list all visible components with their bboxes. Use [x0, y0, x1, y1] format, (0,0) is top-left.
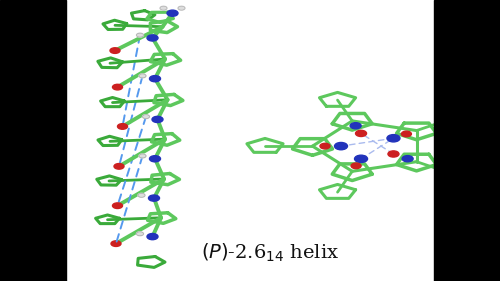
Circle shape: [138, 193, 145, 197]
Circle shape: [350, 123, 361, 129]
Circle shape: [110, 48, 120, 53]
Bar: [434, 0, 500, 281]
Circle shape: [139, 74, 146, 78]
Circle shape: [147, 234, 158, 240]
Circle shape: [160, 6, 167, 10]
Circle shape: [114, 164, 124, 169]
Circle shape: [356, 130, 366, 137]
Circle shape: [111, 241, 121, 246]
Circle shape: [148, 195, 160, 201]
Text: $(\mathit{P})$-2.6$_{14}$ helix: $(\mathit{P})$-2.6$_{14}$ helix: [201, 242, 339, 264]
Bar: [0, 0, 66, 281]
Circle shape: [112, 203, 122, 209]
Circle shape: [139, 154, 146, 158]
Circle shape: [118, 124, 128, 129]
Circle shape: [150, 156, 160, 162]
Circle shape: [147, 35, 158, 41]
Circle shape: [402, 156, 413, 162]
Circle shape: [178, 6, 185, 10]
Circle shape: [320, 143, 330, 149]
Circle shape: [167, 10, 178, 16]
Circle shape: [136, 232, 143, 236]
Circle shape: [402, 131, 411, 137]
Circle shape: [351, 163, 361, 169]
Circle shape: [142, 115, 150, 119]
Circle shape: [136, 33, 143, 37]
Circle shape: [150, 76, 160, 82]
Circle shape: [112, 84, 122, 90]
Circle shape: [387, 135, 400, 142]
Circle shape: [334, 142, 347, 150]
Circle shape: [388, 151, 399, 157]
Circle shape: [354, 155, 368, 162]
Circle shape: [152, 116, 163, 123]
